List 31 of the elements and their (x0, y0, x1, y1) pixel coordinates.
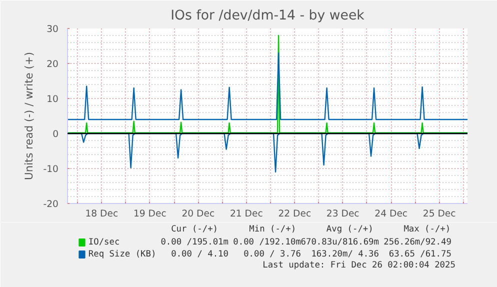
text: 670.83u/816.69m (300, 238, 379, 248)
text: 256.26m/92.49 (384, 238, 452, 248)
chart-title: IOs for /dev/dm-14 - by week (170, 8, 365, 24)
x-tick-label: 21 Dec (230, 208, 263, 220)
y-tick-label: -20 (43, 199, 59, 210)
text: 0.00 /192.10m (233, 238, 301, 248)
text: 0.00 / 3.76 (244, 250, 301, 260)
x-tick-label: 23 Dec (326, 208, 360, 220)
x-tick-label: 20 Dec (182, 208, 215, 220)
y-tick-label: -10 (43, 164, 59, 175)
text: Last update: Fri Dec 26 02:00:04 2025 (262, 260, 456, 270)
y-tick-label: 0 (52, 129, 59, 140)
x-tick-label: 24 Dec (374, 208, 408, 220)
y-tick-label: 20 (46, 59, 59, 70)
x-tick-label: 22 Dec (278, 208, 312, 220)
x-tick-label: 19 Dec (133, 208, 166, 220)
text: 0.00 / 4.10 (171, 250, 228, 260)
text: 163.20m/ 4.36 (311, 250, 379, 260)
text: Cur (-/+) (171, 224, 218, 234)
text: Min (-/+) (249, 224, 296, 234)
text: 0.00 /195.01m (160, 238, 228, 248)
legend-label: Req Size (KB) (88, 250, 156, 260)
legend-label: IO/sec (88, 238, 120, 248)
y-axis-title: Units read (-) / write (+) (22, 52, 36, 180)
y-tick-label: 10 (46, 94, 59, 105)
x-tick-label: 18 Dec (85, 208, 118, 220)
text: Avg (-/+) (326, 224, 374, 234)
text: Max (-/+) (404, 224, 451, 234)
x-tick-label: 25 Dec (422, 208, 456, 220)
text: 63.65 /61.75 (388, 250, 452, 260)
y-tick-label: 30 (46, 24, 59, 35)
